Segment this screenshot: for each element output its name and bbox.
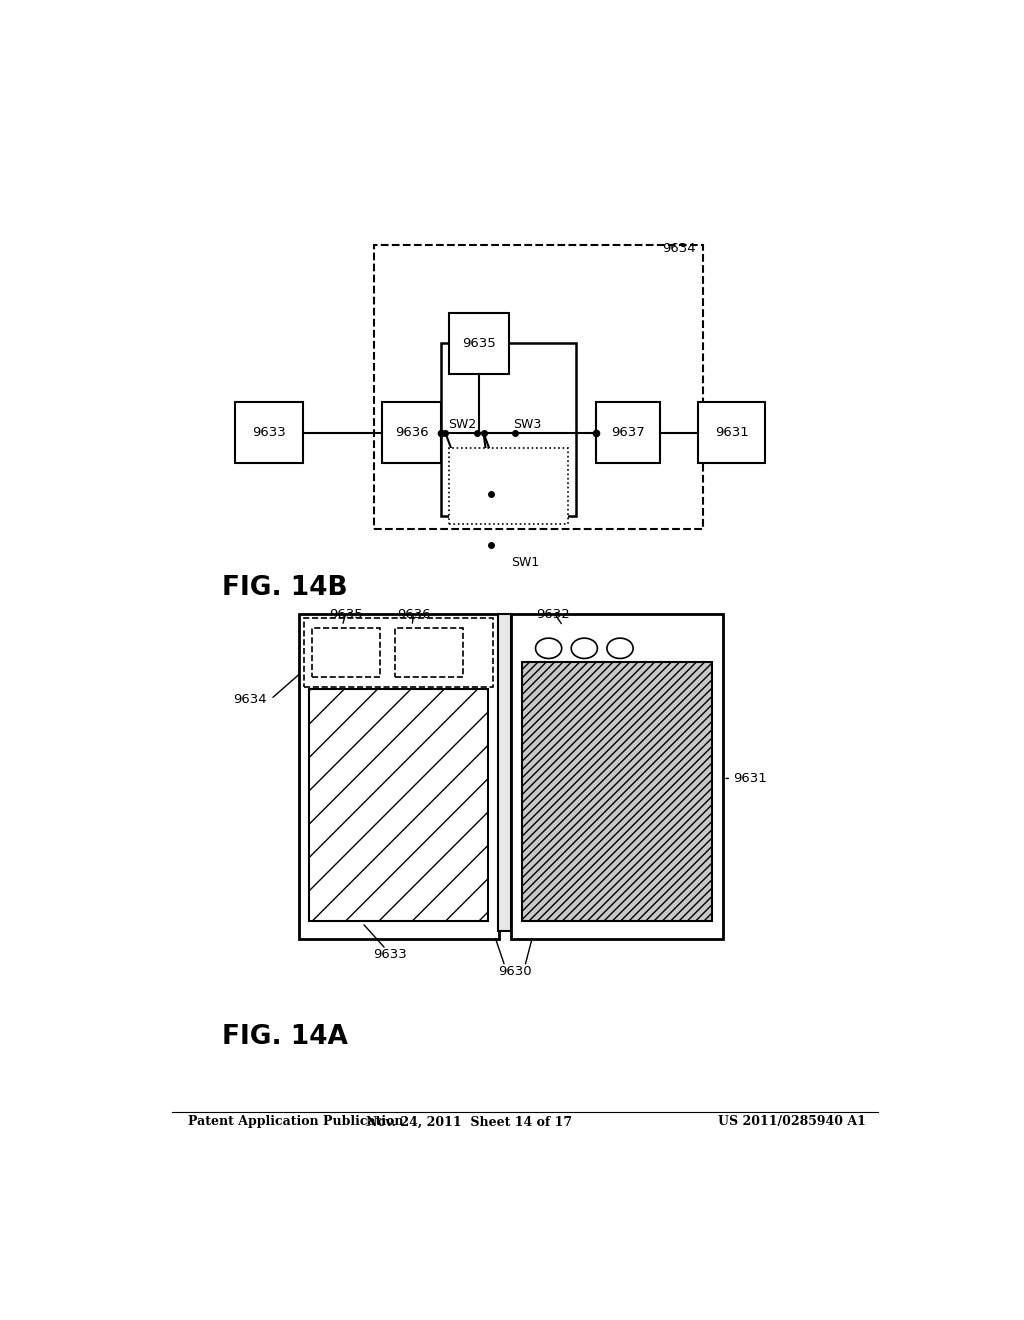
Text: 9635: 9635 <box>330 607 364 620</box>
Text: 9632: 9632 <box>537 607 570 620</box>
Text: FIG. 14A: FIG. 14A <box>221 1024 347 1051</box>
Text: 9630: 9630 <box>498 965 531 978</box>
Text: US 2011/0285940 A1: US 2011/0285940 A1 <box>718 1115 866 1129</box>
Bar <box>299 614 499 939</box>
Text: 9633: 9633 <box>373 948 407 961</box>
Text: 9634: 9634 <box>662 242 695 255</box>
Bar <box>450 447 568 524</box>
Bar <box>521 661 712 921</box>
Text: FIG. 14B: FIG. 14B <box>221 576 347 601</box>
Text: 9631: 9631 <box>715 426 749 440</box>
Text: 9633: 9633 <box>252 426 286 440</box>
Bar <box>697 403 765 463</box>
Bar <box>511 614 723 939</box>
Bar <box>441 343 577 516</box>
Text: 9636: 9636 <box>395 426 428 440</box>
Text: 9637: 9637 <box>611 426 645 440</box>
Text: 9635: 9635 <box>462 337 496 350</box>
Bar <box>596 403 659 463</box>
Bar <box>312 628 380 677</box>
Text: SW3: SW3 <box>513 418 541 432</box>
Bar <box>309 689 488 921</box>
Bar <box>236 403 303 463</box>
Text: 9631: 9631 <box>733 772 767 785</box>
Bar <box>374 244 703 529</box>
Bar <box>304 618 494 686</box>
Text: 9634: 9634 <box>233 693 267 706</box>
Bar <box>395 628 463 677</box>
Text: SW2: SW2 <box>447 418 476 432</box>
Ellipse shape <box>571 638 597 659</box>
Text: Nov. 24, 2011  Sheet 14 of 17: Nov. 24, 2011 Sheet 14 of 17 <box>367 1115 572 1129</box>
Ellipse shape <box>536 638 562 659</box>
Bar <box>450 313 509 374</box>
Text: SW1: SW1 <box>511 557 540 569</box>
Ellipse shape <box>607 638 633 659</box>
Text: 9636: 9636 <box>397 607 430 620</box>
Bar <box>498 614 511 931</box>
Bar <box>382 403 441 463</box>
Text: Patent Application Publication: Patent Application Publication <box>187 1115 403 1129</box>
